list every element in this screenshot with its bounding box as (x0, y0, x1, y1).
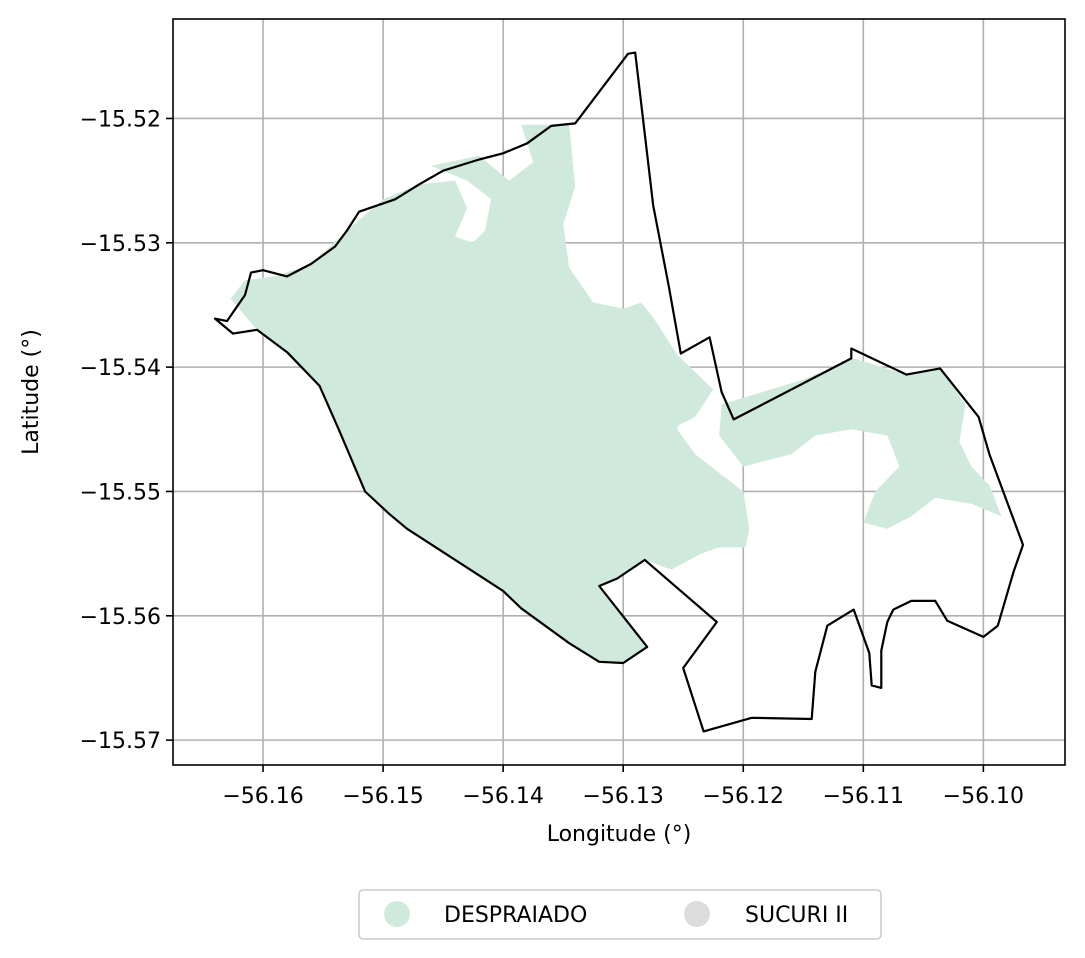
y-axis-label: Latitude (°) (19, 329, 44, 455)
x-tick-label: −56.15 (342, 784, 423, 809)
plot-area-frame (172, 18, 1066, 766)
legend-swatch-despraiado (384, 901, 410, 927)
despraiado-area-west (230, 124, 750, 663)
legend-label-despraiado: DESPRAIADO (444, 903, 587, 928)
property-boundary (213, 51, 1025, 733)
x-tick-label: −56.12 (703, 784, 784, 809)
x-axis-label: Longitude (°) (547, 822, 692, 847)
y-tick-label: −15.53 (80, 232, 161, 257)
x-tick-label: −56.10 (943, 784, 1024, 809)
y-tick-label: −15.54 (80, 356, 161, 381)
despraiado-area-east (719, 358, 1002, 529)
y-tick-label: −15.56 (80, 605, 161, 630)
x-axis: −56.16 −56.15 −56.14 −56.13 −56.12 −56.11 −56.… (222, 765, 1024, 809)
legend-swatch-sucuri-ii (684, 901, 710, 927)
despraiado-area-layer (230, 124, 1002, 663)
x-tick-label: −56.13 (582, 784, 663, 809)
legend: DESPRAIADO SUCURI II (358, 889, 882, 940)
boundary-layer (213, 51, 1025, 733)
y-tick-label: −15.52 (80, 107, 161, 132)
y-tick-label: −15.55 (80, 480, 161, 505)
x-tick-label: −56.11 (823, 784, 904, 809)
y-axis: −15.52 −15.53 −15.54 −15.55 −15.56 −15.57 (80, 107, 173, 754)
x-tick-label: −56.16 (222, 784, 303, 809)
legend-frame (358, 889, 882, 940)
y-tick-label: −15.57 (80, 729, 161, 754)
legend-label-sucuri-ii: SUCURI II (745, 903, 848, 928)
x-tick-label: −56.14 (462, 784, 543, 809)
